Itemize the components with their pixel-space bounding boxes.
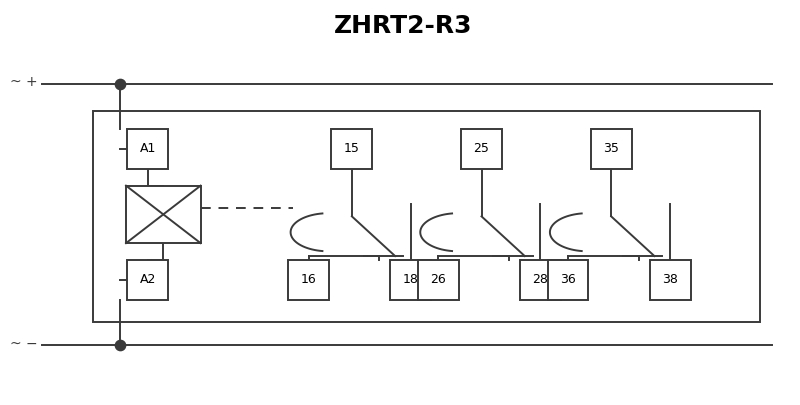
FancyBboxPatch shape — [126, 185, 201, 243]
Text: 35: 35 — [603, 143, 619, 156]
Text: 18: 18 — [403, 273, 418, 286]
Text: 26: 26 — [430, 273, 446, 286]
FancyBboxPatch shape — [288, 260, 329, 300]
FancyBboxPatch shape — [93, 111, 761, 322]
Text: ~ +: ~ + — [10, 75, 38, 90]
FancyBboxPatch shape — [127, 260, 168, 300]
Text: A1: A1 — [139, 143, 156, 156]
Text: ~ −: ~ − — [10, 337, 38, 351]
Point — [114, 80, 126, 87]
Text: 36: 36 — [560, 273, 576, 286]
FancyBboxPatch shape — [590, 129, 632, 169]
Text: 25: 25 — [474, 143, 490, 156]
Text: A2: A2 — [139, 273, 156, 286]
FancyBboxPatch shape — [547, 260, 588, 300]
FancyBboxPatch shape — [390, 260, 431, 300]
Text: 16: 16 — [301, 273, 317, 286]
FancyBboxPatch shape — [461, 129, 502, 169]
Text: 38: 38 — [662, 273, 678, 286]
FancyBboxPatch shape — [418, 260, 458, 300]
Point — [114, 342, 126, 349]
Text: ZHRT2-R3: ZHRT2-R3 — [334, 14, 472, 38]
FancyBboxPatch shape — [650, 260, 690, 300]
Text: 15: 15 — [344, 143, 360, 156]
FancyBboxPatch shape — [520, 260, 561, 300]
FancyBboxPatch shape — [127, 129, 168, 169]
FancyBboxPatch shape — [331, 129, 372, 169]
Text: 28: 28 — [533, 273, 549, 286]
